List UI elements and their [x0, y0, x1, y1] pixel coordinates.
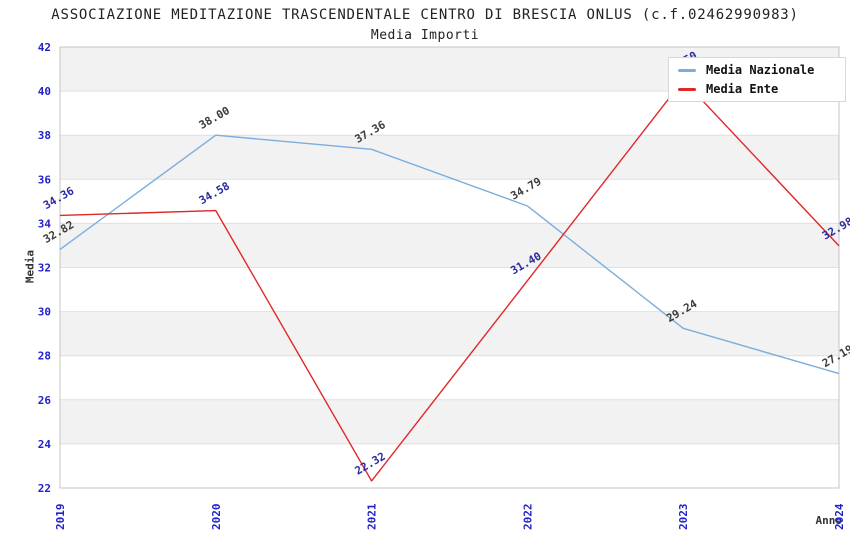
- grid-band: [60, 179, 839, 224]
- grid-band: [60, 135, 839, 180]
- grid-band: [60, 355, 839, 400]
- chart-subtitle: Media Importi: [370, 28, 480, 43]
- series-line-media-ente: [59, 79, 840, 482]
- x-tick-label: 2022: [521, 504, 534, 531]
- legend-item-media-ente: Media Ente: [669, 82, 845, 96]
- y-tick-label: 38: [38, 129, 51, 142]
- x-tick-label: 2023: [677, 504, 690, 531]
- y-tick-label: 24: [38, 438, 52, 451]
- y-tick-label: 42: [38, 41, 51, 54]
- y-tick-label: 28: [38, 350, 51, 363]
- grid-band: [60, 223, 839, 268]
- x-axis-title: Anno: [815, 514, 843, 527]
- y-tick-label: 36: [38, 173, 52, 186]
- grid-band: [60, 311, 839, 356]
- legend-item-media-nazionale: Media Nazionale: [669, 63, 845, 77]
- y-tick-label: 32: [38, 262, 51, 275]
- y-tick-label: 26: [38, 394, 52, 407]
- legend: Media Nazionale Media Ente: [668, 57, 846, 102]
- blue-line-swatch-icon: [678, 68, 696, 72]
- y-tick-label: 40: [38, 85, 51, 98]
- grid-band: [60, 267, 839, 312]
- plot-border: [59, 46, 840, 489]
- chart-title: ASSOCIAZIONE MEDITAZIONE TRASCENDENTALE …: [51, 7, 799, 23]
- x-tick-label: 2024: [833, 503, 846, 530]
- x-tick-label: 2021: [366, 503, 379, 530]
- red-line-swatch-icon: [678, 87, 696, 91]
- y-tick-label: 22: [38, 482, 51, 495]
- series-line-media-nazionale: [59, 134, 840, 375]
- y-tick-label: 34: [38, 217, 52, 230]
- legend-label: Media Nazionale: [706, 63, 815, 77]
- legend-label: Media Ente: [706, 82, 779, 96]
- grid-band: [60, 399, 839, 444]
- x-tick-label: 2019: [54, 504, 67, 531]
- y-tick-label: 30: [38, 306, 51, 319]
- grid-band: [60, 443, 839, 488]
- x-tick-label: 2020: [210, 504, 223, 531]
